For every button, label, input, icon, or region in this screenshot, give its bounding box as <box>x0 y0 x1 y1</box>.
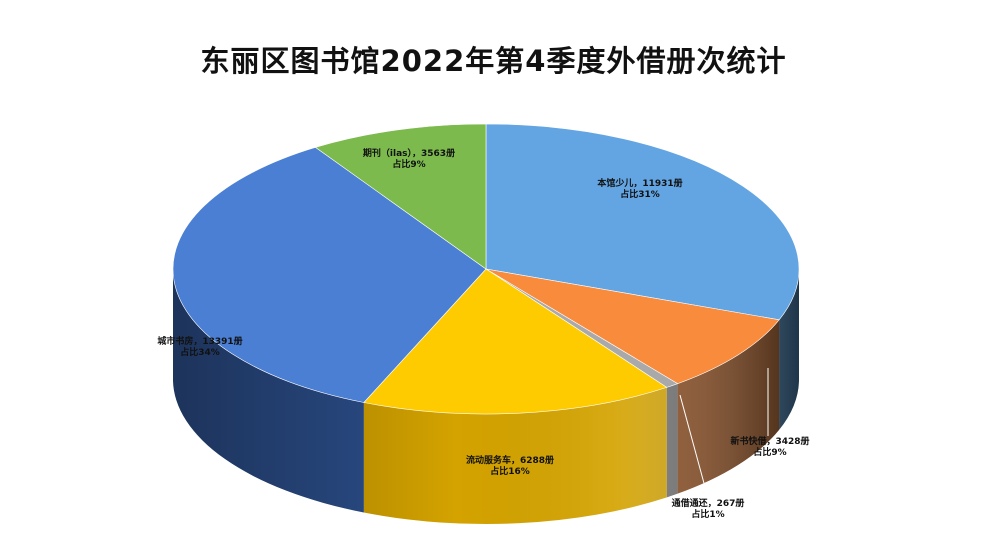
pie-labels: 本馆少儿，11931册占比31%新书快借，3428册占比9%通借通还，267册占… <box>157 147 809 520</box>
pie-tops <box>172 123 800 415</box>
leader-line-2 <box>679 394 709 499</box>
pie-slice-5 <box>314 123 487 270</box>
slice-name: 新书快借， <box>730 435 775 447</box>
slice-label-4: 城市书房，13391册 <box>157 335 242 347</box>
slice-label-5: 期刊（ilas），3563册 <box>363 147 455 159</box>
pie-slice-3 <box>363 268 668 415</box>
slice-name: 本馆少儿， <box>597 177 642 189</box>
slice-label-3: 流动服务车，6288册 <box>466 454 554 466</box>
slice-value: 6288册 <box>520 455 554 466</box>
pie-slice-0 <box>485 123 800 321</box>
slice-percent-4: 占比34% <box>180 346 220 358</box>
pie-side-2 <box>666 383 678 498</box>
slice-value: 13391册 <box>202 336 242 347</box>
slice-value: 3563册 <box>421 148 455 159</box>
slice-name: 流动服务车， <box>466 454 520 466</box>
slice-name: 通借通还， <box>672 497 717 509</box>
pie-slice-1 <box>485 268 780 384</box>
slice-value: 267册 <box>717 498 745 509</box>
slice-percent-5: 占比9% <box>392 158 425 170</box>
slice-percent-2: 占比1% <box>691 508 724 520</box>
slice-percent-3: 占比16% <box>490 465 530 477</box>
slice-label-2: 通借通还，267册 <box>672 497 745 509</box>
pie-slice-4 <box>172 147 487 403</box>
slice-name: 期刊（ilas）， <box>363 147 421 159</box>
slice-percent-1: 占比9% <box>753 446 786 458</box>
chart-title: 东丽区图书馆2022年第4季度外借册次统计 <box>200 44 787 78</box>
slice-value: 3428册 <box>775 436 809 447</box>
slice-name: 城市书房， <box>157 335 202 347</box>
slice-label-1: 新书快借，3428册 <box>730 435 809 447</box>
slice-percent-0: 占比31% <box>620 188 660 200</box>
slice-value: 11931册 <box>642 178 682 189</box>
slice-label-0: 本馆少儿，11931册 <box>597 177 682 189</box>
